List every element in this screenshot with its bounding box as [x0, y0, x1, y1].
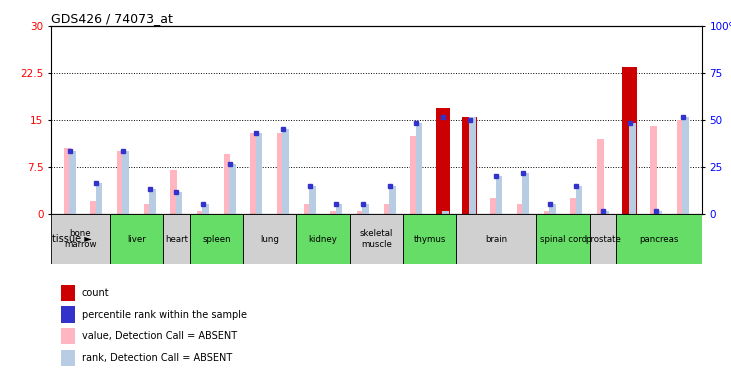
Bar [297, 214, 350, 264]
Text: pancreas: pancreas [640, 235, 679, 244]
Bar [123, 151, 129, 214]
Text: spinal cord: spinal cord [539, 235, 587, 244]
Bar [384, 204, 390, 214]
Bar [436, 108, 450, 214]
Bar [469, 117, 476, 214]
Bar [277, 132, 284, 214]
Bar [243, 214, 297, 264]
Bar [251, 132, 257, 214]
Text: lung: lung [260, 235, 279, 244]
Bar [597, 139, 604, 214]
Bar [69, 151, 76, 214]
Bar [149, 189, 156, 214]
Bar [357, 211, 364, 214]
Text: thymus: thymus [414, 235, 446, 244]
Text: brain: brain [485, 235, 507, 244]
Bar [110, 214, 163, 264]
Bar [624, 70, 630, 214]
Bar [544, 211, 550, 214]
Text: count: count [82, 288, 110, 298]
Bar [491, 198, 497, 214]
Text: value, Detection Call = ABSENT: value, Detection Call = ABSENT [82, 331, 237, 341]
Text: rank, Detection Call = ABSENT: rank, Detection Call = ABSENT [82, 353, 232, 363]
Bar [629, 123, 636, 214]
Bar [144, 204, 151, 214]
Text: prostate: prostate [586, 235, 621, 244]
Bar [576, 186, 583, 214]
Bar [117, 151, 124, 214]
Bar [282, 129, 289, 214]
Bar [570, 198, 577, 214]
Bar [202, 204, 209, 214]
Bar [51, 214, 110, 264]
Bar [442, 211, 449, 214]
Bar [350, 214, 403, 264]
Bar [163, 214, 190, 264]
Bar [61, 328, 75, 344]
Bar [229, 164, 236, 214]
Bar [523, 173, 529, 214]
Bar [256, 132, 262, 214]
Bar [549, 204, 556, 214]
Bar [496, 176, 502, 214]
Bar [416, 123, 423, 214]
Bar [336, 204, 342, 214]
Bar [656, 211, 662, 214]
Bar [537, 214, 590, 264]
Bar [677, 120, 683, 214]
Bar [197, 211, 204, 214]
Bar [61, 285, 75, 301]
Bar [96, 183, 102, 214]
Bar [456, 214, 537, 264]
Bar [683, 117, 689, 214]
Bar [304, 204, 311, 214]
Bar [411, 136, 417, 214]
Bar [463, 117, 471, 214]
Bar [61, 306, 75, 322]
Bar [61, 350, 75, 366]
Bar [91, 201, 97, 214]
Text: tissue ►: tissue ► [52, 234, 91, 244]
Text: spleen: spleen [202, 235, 231, 244]
Text: kidney: kidney [308, 235, 338, 244]
Bar [590, 214, 616, 264]
Bar [651, 126, 657, 214]
Bar [170, 170, 177, 214]
Bar [330, 211, 337, 214]
Bar [176, 192, 183, 214]
Bar [363, 204, 369, 214]
Bar [463, 117, 477, 214]
Bar [64, 148, 70, 214]
Bar [389, 186, 395, 214]
Bar [616, 214, 702, 264]
Text: bone
marrow: bone marrow [64, 230, 96, 249]
Text: percentile rank within the sample: percentile rank within the sample [82, 309, 247, 320]
Bar [437, 108, 444, 214]
Bar [309, 186, 316, 214]
Text: skeletal
muscle: skeletal muscle [360, 230, 393, 249]
Text: liver: liver [127, 235, 146, 244]
Text: heart: heart [165, 235, 188, 244]
Text: GDS426 / 74073_at: GDS426 / 74073_at [51, 12, 173, 25]
Bar [190, 214, 243, 264]
Bar [403, 214, 456, 264]
Bar [602, 211, 609, 214]
Bar [517, 204, 524, 214]
Bar [224, 154, 230, 214]
Bar [622, 67, 637, 214]
